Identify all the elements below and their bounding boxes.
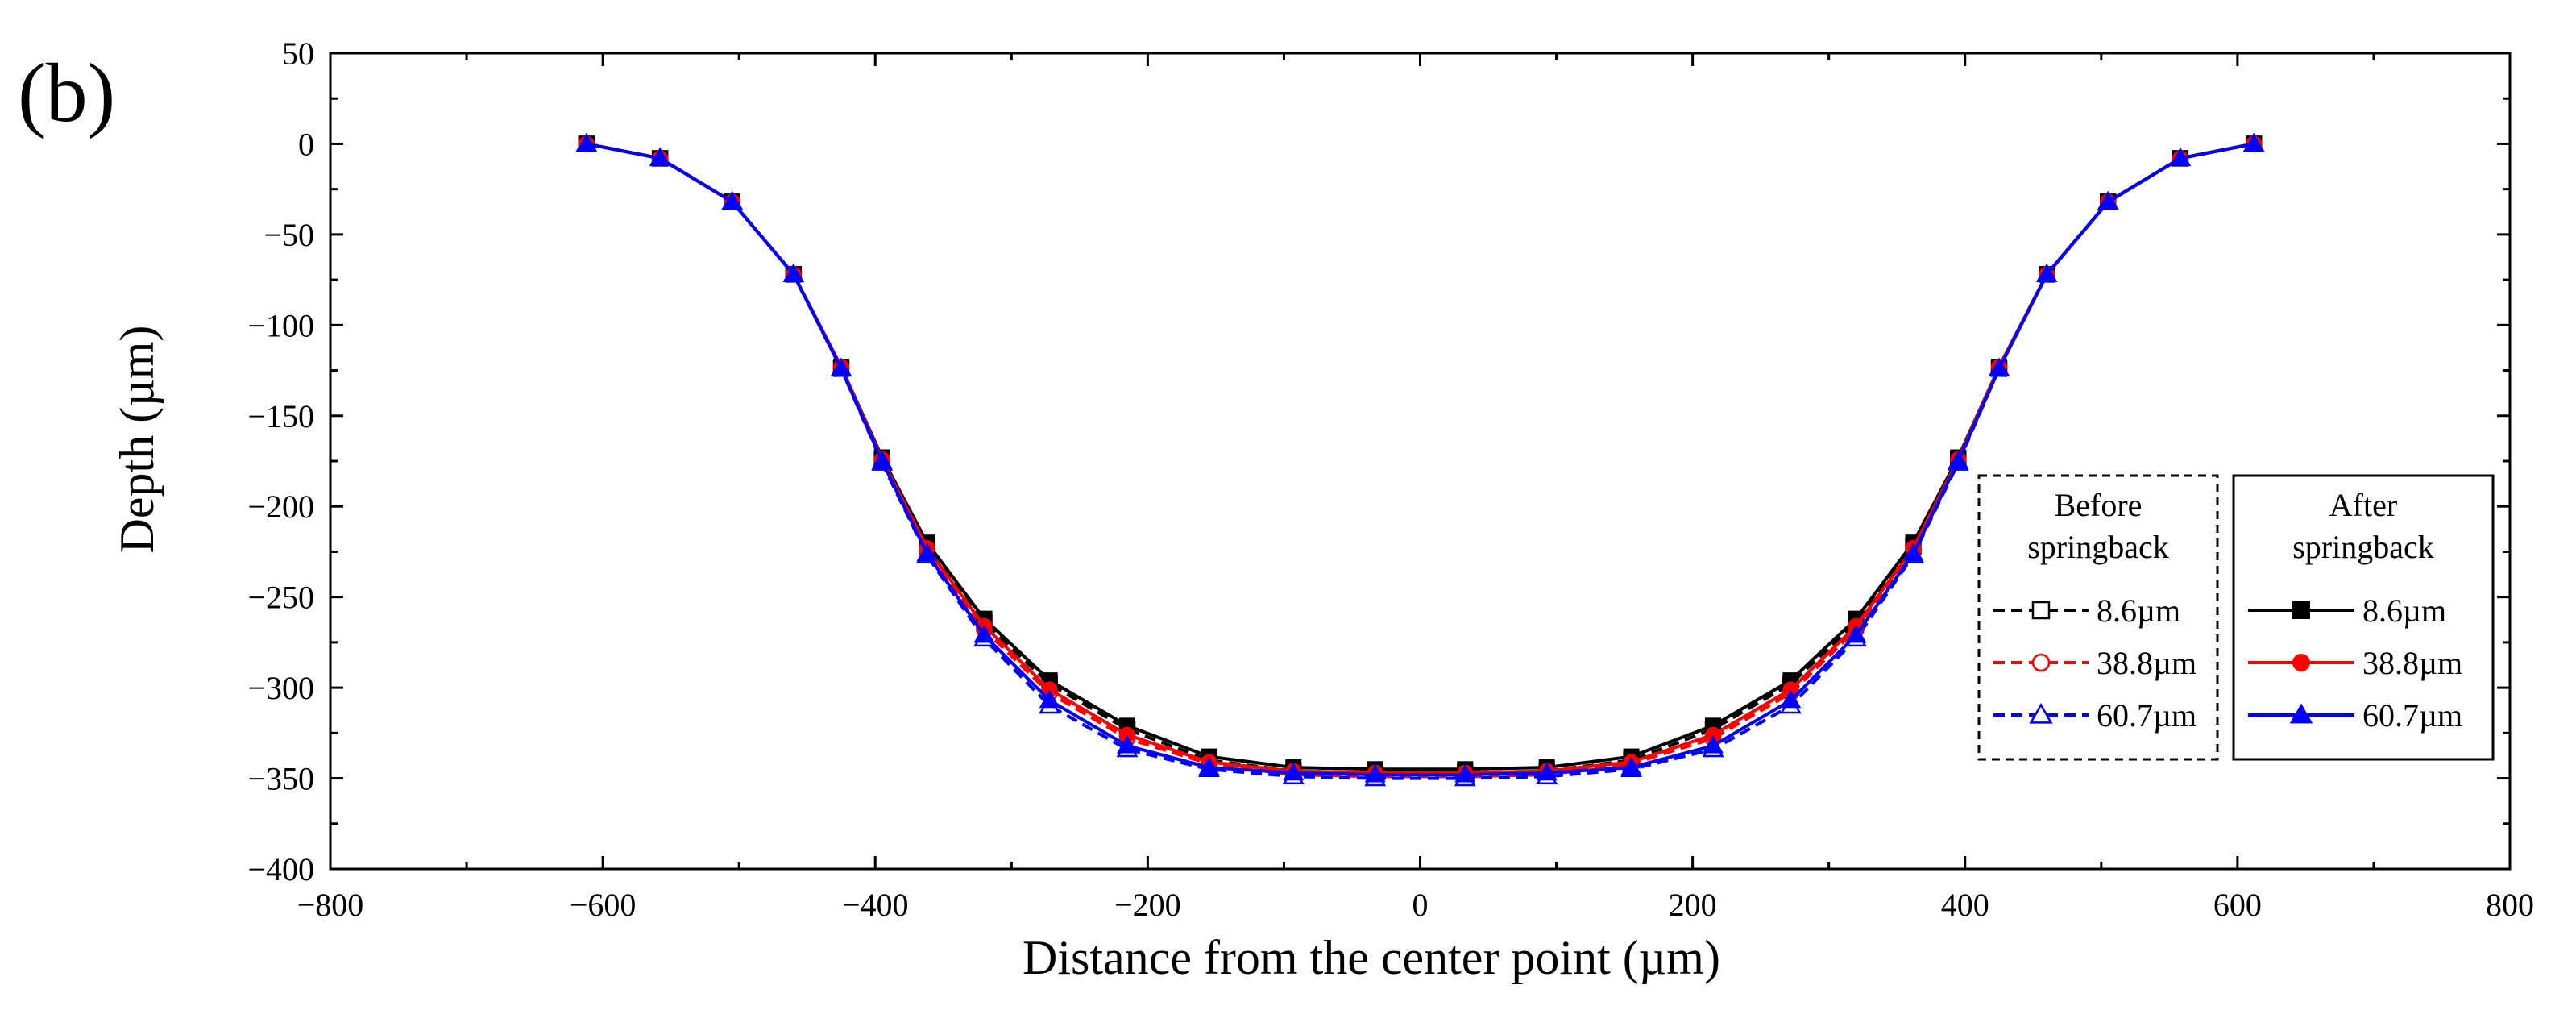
legend-key-marker [2292, 601, 2310, 619]
data-point [721, 191, 743, 210]
data-point [1283, 762, 1305, 781]
data-point [1989, 358, 2010, 376]
x-tick-label: −600 [570, 887, 637, 923]
data-point [2169, 148, 2191, 166]
data-point [2097, 191, 2119, 210]
data-point [871, 450, 893, 469]
y-axis-label: Depth (µm) [110, 326, 164, 554]
legend-before-entry-3: 60.7µm [2097, 697, 2196, 734]
data-point [1454, 763, 1476, 783]
legend-after-title-2: springback [2292, 529, 2434, 565]
legend-key-marker [2029, 702, 2053, 724]
data-point [1536, 762, 1558, 781]
x-tick-label: −200 [1114, 887, 1181, 923]
legend-key-marker [2289, 703, 2313, 724]
y-tick-label: −50 [263, 217, 314, 253]
legend-after-box [2232, 474, 2495, 761]
data-point [1948, 450, 1969, 469]
legend-after-title-1: After [2329, 487, 2397, 523]
x-tick-label: −800 [297, 887, 364, 923]
x-tick-label: 200 [1669, 887, 1717, 923]
y-tick-label: −300 [247, 670, 314, 706]
y-tick-label: 0 [298, 126, 314, 162]
series-lines [575, 132, 2265, 787]
series-after-60-7-m [575, 133, 2265, 783]
data-point [1902, 542, 1924, 562]
data-point [1620, 756, 1642, 775]
data-point [2036, 264, 2058, 282]
data-point [575, 133, 597, 152]
legend-after-entry-3: 60.7µm [2362, 697, 2462, 734]
x-tick-label: 400 [1941, 887, 1989, 923]
data-point [1845, 624, 1867, 643]
data-point [831, 358, 852, 376]
legend-key-marker [2031, 653, 2051, 672]
data-point [916, 542, 938, 562]
legend-after-springback: After springback 8.6µm 38.8µm 60.7µm [2232, 474, 2495, 761]
legend-after-entry-1: 8.6µm [2362, 592, 2446, 629]
legend-before-box [1977, 474, 2219, 761]
legend-key-marker [2031, 601, 2051, 620]
panel-label: (b) [18, 47, 115, 139]
legend-before-entry-2: 38.8µm [2097, 645, 2196, 681]
y-tick-label: −200 [247, 488, 314, 525]
data-point [1198, 756, 1220, 775]
legend-before-entry-1: 8.6µm [2097, 592, 2180, 629]
data-point [1039, 689, 1060, 709]
legend-key-marker [2292, 654, 2310, 671]
data-point [649, 148, 671, 166]
x-tick-label: 800 [2486, 887, 2534, 923]
x-tick-label: 0 [1412, 887, 1429, 923]
data-point [1703, 734, 1724, 754]
y-tick-label: −350 [247, 761, 314, 797]
y-tick-label: −100 [247, 307, 314, 343]
y-tick-label: −250 [247, 580, 314, 616]
legend-before-springback: Before springback 8.6µm 38.8µm 60.7µm [1977, 474, 2219, 761]
legend-before-title-1: Before [2055, 487, 2143, 523]
x-tick-label: 600 [2213, 887, 2262, 923]
x-axis-label: Distance from the center point (µm) [1023, 931, 1720, 984]
y-tick-label: −150 [247, 398, 314, 434]
data-point [1364, 763, 1386, 783]
x-tick-label: −400 [842, 887, 909, 923]
axes: −800 −600 −400 −200 0 200 400 600 800 50 0 −50 −100 −… [247, 35, 2534, 923]
data-point [1780, 689, 1802, 709]
series-line [586, 142, 2255, 777]
data-point [2243, 133, 2265, 152]
legend-before-title-2: springback [2027, 529, 2169, 565]
data-point [782, 264, 804, 282]
y-tick-label: −400 [247, 851, 314, 887]
data-point [973, 624, 995, 643]
legend-after-entry-2: 38.8µm [2362, 645, 2462, 681]
y-tick-label: 50 [282, 35, 314, 72]
data-point [1117, 734, 1138, 754]
